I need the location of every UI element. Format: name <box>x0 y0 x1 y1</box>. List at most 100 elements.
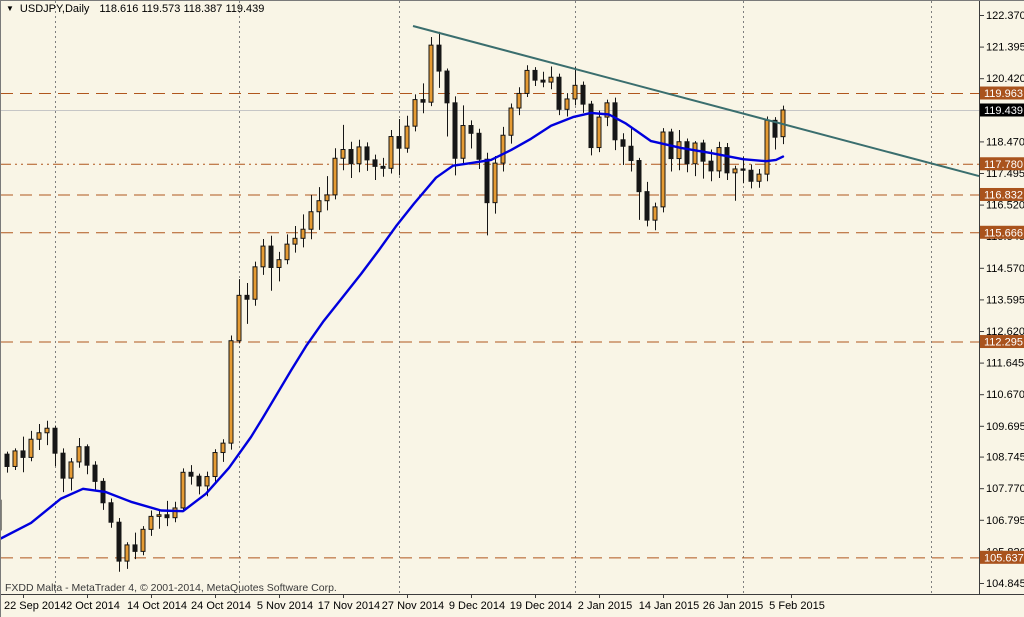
bear-candle <box>588 103 594 149</box>
bull-candle <box>732 168 738 174</box>
bear-candle <box>580 84 586 105</box>
bull-candle <box>516 92 522 109</box>
bull-candle <box>412 99 418 127</box>
bull-candle <box>564 98 570 110</box>
date-tick-label: 14 Oct 2014 <box>127 600 187 612</box>
bear-candle <box>444 70 450 104</box>
bull-candle <box>604 102 610 118</box>
date-tick-label: 24 Oct 2014 <box>191 600 251 612</box>
bull-candle <box>212 452 218 478</box>
price-tag-text: 115.666 <box>984 227 1023 239</box>
price-tag-text: 119.439 <box>984 105 1023 117</box>
date-tick-label: 19 Dec 2014 <box>510 600 572 612</box>
collapse-triangle-icon[interactable]: ▼ <box>6 4 14 13</box>
bull-candle <box>228 340 234 444</box>
chart-title: ▼ USDJPY,Daily 118.616 119.573 118.387 119… <box>6 3 264 15</box>
bull-candle <box>332 157 338 196</box>
bull-candle <box>404 125 410 149</box>
moving-average-line[interactable] <box>1 111 785 540</box>
bear-candle <box>468 125 474 134</box>
bull-candle <box>204 476 210 487</box>
bear-candle <box>436 44 442 72</box>
bull-candle <box>300 228 306 239</box>
bear-candle <box>620 139 626 147</box>
bull-candle <box>124 544 130 562</box>
bear-candle <box>452 102 458 159</box>
symbol-period-label: USDJPY,Daily <box>19 3 90 15</box>
bull-candle <box>660 131 666 208</box>
ohlc-low: 118.387 <box>183 3 223 15</box>
bull-candle <box>596 116 602 149</box>
bear-candle <box>244 294 250 300</box>
bull-candle <box>764 119 770 175</box>
price-tick-label: 114.570 <box>986 263 1024 275</box>
date-tick-label: 17 Nov 2014 <box>318 600 380 612</box>
price-tag-badge <box>980 225 1024 239</box>
bull-candle <box>292 237 298 245</box>
bull-candle <box>500 134 506 164</box>
price-tag-badge <box>980 157 1024 171</box>
bull-candle <box>308 211 314 230</box>
bear-candle <box>484 158 490 204</box>
bear-candle <box>612 102 618 141</box>
bear-candle <box>60 452 66 479</box>
bear-candle <box>92 464 98 482</box>
bear-candle <box>116 521 122 562</box>
bear-candle <box>708 160 714 172</box>
date-tick-label: 5 Feb 2015 <box>769 600 825 612</box>
bull-candle <box>716 147 722 172</box>
bear-candle <box>540 79 546 83</box>
bull-candle <box>356 146 362 165</box>
bull-candle <box>28 438 34 458</box>
bear-candle <box>748 169 754 182</box>
bear-candle <box>4 453 10 467</box>
bear-candle <box>164 514 170 519</box>
date-tick-label: 22 Sep 2014 <box>4 600 66 612</box>
ohlc-open: 118.616 <box>99 3 139 15</box>
bear-candle <box>772 119 778 138</box>
bull-candle <box>44 427 50 434</box>
price-tick-label: 122.370 <box>986 10 1024 22</box>
ohlc-high: 119.573 <box>141 3 181 15</box>
bear-candle <box>84 446 90 466</box>
price-tick-label: 110.670 <box>986 389 1024 401</box>
bull-candle <box>148 515 154 530</box>
bear-candle <box>372 159 378 167</box>
price-tag-badge <box>980 550 1024 564</box>
bear-candle <box>628 145 634 162</box>
date-tick-label: 27 Nov 2014 <box>382 600 444 612</box>
bear-candle <box>684 141 690 165</box>
bull-candle <box>68 461 74 479</box>
price-tag-text: 112.295 <box>984 337 1023 349</box>
bull-candle <box>172 507 178 519</box>
price-tag-badge <box>980 187 1024 201</box>
bull-candle <box>548 76 554 83</box>
descending-trendline[interactable] <box>412 25 980 178</box>
bull-candle <box>676 141 682 160</box>
bear-candle <box>268 245 274 268</box>
copyright-label: FXDD Malta - MetaTrader 4, © 2001-2014, … <box>5 582 337 594</box>
bull-candle <box>276 259 282 268</box>
price-tick-label: 120.420 <box>986 73 1024 85</box>
bull-candle <box>524 69 530 94</box>
bull-candle <box>340 149 346 159</box>
price-tick-label: 107.770 <box>986 483 1024 495</box>
bull-candle <box>140 528 146 552</box>
date-tick-label: 2 Oct 2014 <box>66 600 120 612</box>
bear-candle <box>364 146 370 161</box>
bear-candle <box>132 544 138 552</box>
bull-candle <box>180 471 186 509</box>
bull-candle <box>652 206 658 221</box>
bear-candle <box>396 136 402 149</box>
bull-candle <box>36 432 42 440</box>
date-tick-label: 2 Jan 2015 <box>578 600 632 612</box>
price-tick-label: 121.395 <box>986 42 1024 54</box>
bull-candle <box>236 294 242 342</box>
bull-candle <box>428 44 434 103</box>
bull-candle <box>220 442 226 454</box>
price-tick-label: 109.695 <box>986 421 1024 433</box>
bear-candle <box>532 69 538 81</box>
bull-candle <box>76 446 82 463</box>
